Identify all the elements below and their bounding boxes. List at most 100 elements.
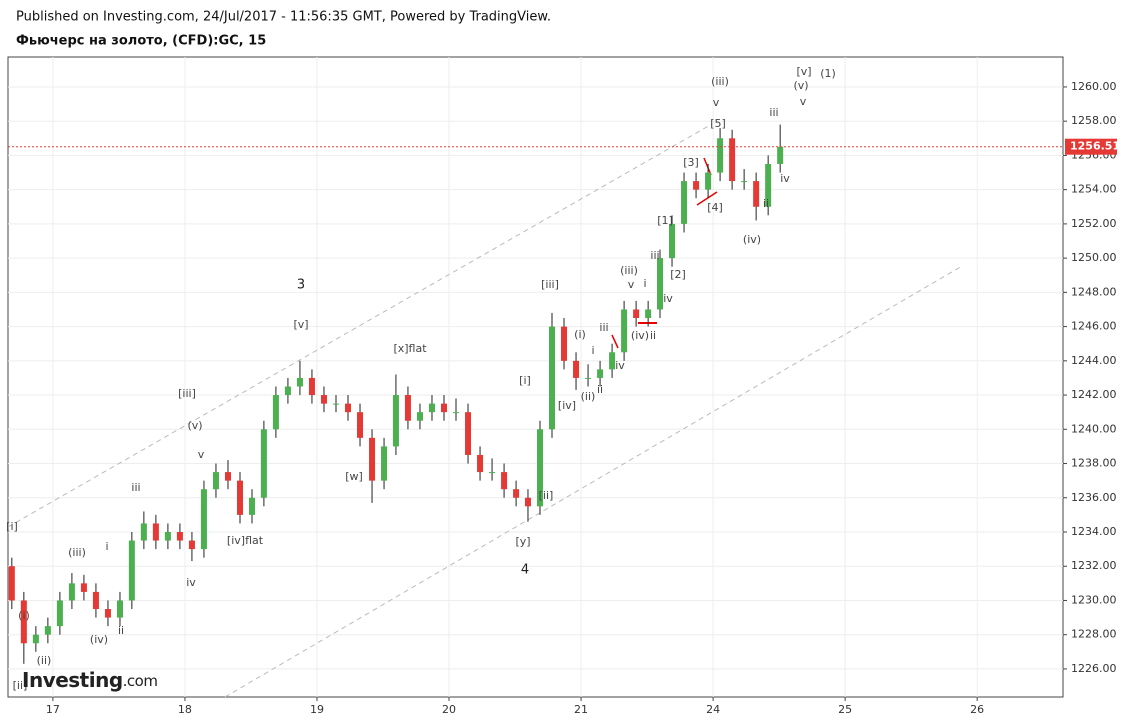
y-tick-label: 1252.00	[1071, 217, 1117, 230]
wave-label: iv	[615, 359, 625, 372]
candle-body	[717, 138, 724, 173]
wave-label: [iv]flat	[227, 534, 264, 547]
candle-body	[332, 403, 339, 405]
last-price-box	[1065, 138, 1117, 155]
wave-label: (iii)	[620, 264, 638, 277]
y-tick-label: 1240.00	[1071, 422, 1117, 435]
candle-body	[693, 181, 700, 190]
candle-body	[116, 600, 123, 618]
wave-label: [iii]	[541, 278, 559, 291]
y-tick-label: 1250.00	[1071, 251, 1117, 264]
wave-label: ii	[650, 329, 656, 342]
candle-body	[404, 395, 411, 421]
candle-body	[777, 146, 784, 164]
candle-body	[549, 326, 556, 430]
x-tick-label: 21	[574, 703, 588, 716]
wave-label: iv	[780, 172, 790, 185]
wave-label: ii	[118, 624, 124, 637]
wave-label: (iv)	[90, 633, 108, 646]
grid	[8, 57, 1063, 697]
candle-body	[621, 309, 628, 353]
candle-body	[80, 583, 87, 592]
candle-body	[741, 181, 748, 183]
wave-label: (1)	[820, 67, 836, 80]
candle-body	[585, 377, 592, 379]
candle-body	[140, 523, 147, 541]
candle-body	[68, 583, 75, 601]
wave-label: (iii)	[711, 75, 729, 88]
candle-body	[308, 377, 315, 396]
candle-body	[212, 472, 219, 490]
wave-label: [ii]	[539, 489, 554, 502]
candle-body	[152, 523, 159, 541]
candle-body	[669, 223, 676, 259]
wave-label: iii	[131, 481, 140, 494]
plot-frame	[7, 56, 1064, 698]
y-tick-label: 1242.00	[1071, 388, 1117, 401]
candle-body	[705, 172, 712, 190]
y-tick-label: 1238.00	[1071, 457, 1117, 470]
annotations: [i](i)(ii)(iii)(iv)iiiiiiivv(v)[iii][iv]…	[6, 65, 836, 692]
y-tick-label: 1246.00	[1071, 320, 1117, 333]
candle-body	[200, 489, 207, 550]
wave-label: (ii)	[37, 654, 52, 667]
wave-label: (ii)	[581, 390, 596, 403]
wave-label: [2]	[670, 268, 686, 281]
candle-body	[501, 472, 508, 490]
y-tick-label: 1258.00	[1071, 114, 1117, 127]
candle-body	[729, 138, 736, 182]
candle-body	[345, 403, 352, 413]
candle-body	[524, 497, 531, 507]
logo: Investing.com	[22, 668, 157, 692]
y-tick-label: 1226.00	[1071, 662, 1117, 675]
wave-label: [ii]	[13, 679, 28, 692]
candle-body	[320, 395, 327, 404]
y-tick-label: 1248.00	[1071, 285, 1117, 298]
candle-body	[645, 309, 652, 319]
wave-label: 4	[521, 563, 529, 578]
candle-body	[753, 181, 760, 207]
candle-body	[381, 446, 388, 481]
wave-label: [4]	[707, 201, 723, 214]
x-tick-label: 26	[970, 703, 984, 716]
candle-body	[188, 540, 195, 550]
candle-body	[369, 437, 376, 481]
wave-label: v	[628, 278, 635, 291]
candle-body	[440, 403, 447, 413]
candle-body	[597, 369, 604, 378]
candle-body	[104, 609, 111, 618]
candle-body	[392, 395, 399, 447]
y-tick-label: 1254.00	[1071, 183, 1117, 196]
wave-label: v	[198, 448, 205, 461]
candles	[8, 124, 1063, 664]
wave-label: [iv]	[558, 399, 576, 412]
y-tick-label: 1228.00	[1071, 628, 1117, 641]
y-tick-label: 1232.00	[1071, 559, 1117, 572]
wave-label: i	[643, 277, 646, 290]
candle-body	[357, 412, 364, 438]
wave-label: i	[591, 344, 594, 357]
candle-body	[573, 360, 580, 378]
x-tick-label: 18	[178, 703, 192, 716]
x-tick-label: 20	[442, 703, 456, 716]
y-tick-label: 1230.00	[1071, 593, 1117, 606]
candle-body	[224, 472, 231, 481]
candle-body	[249, 497, 256, 515]
wave-label: [x]flat	[393, 342, 427, 355]
candle-body	[272, 395, 279, 430]
candle-body	[657, 258, 664, 310]
wave-label: (i)	[574, 328, 586, 341]
candle-body	[32, 634, 39, 644]
x-tick-label: 25	[838, 703, 852, 716]
wave-label: 3	[297, 278, 305, 293]
wave-label: [y]	[515, 535, 530, 548]
trend-mark	[611, 334, 619, 349]
channel-lower	[224, 265, 963, 698]
candle-body	[44, 626, 51, 635]
candle-body	[465, 412, 472, 455]
candle-body	[477, 454, 484, 473]
logo-suffix: .com	[123, 672, 158, 690]
x-tick-label: 24	[706, 703, 720, 716]
wave-label: (v)	[793, 79, 808, 92]
